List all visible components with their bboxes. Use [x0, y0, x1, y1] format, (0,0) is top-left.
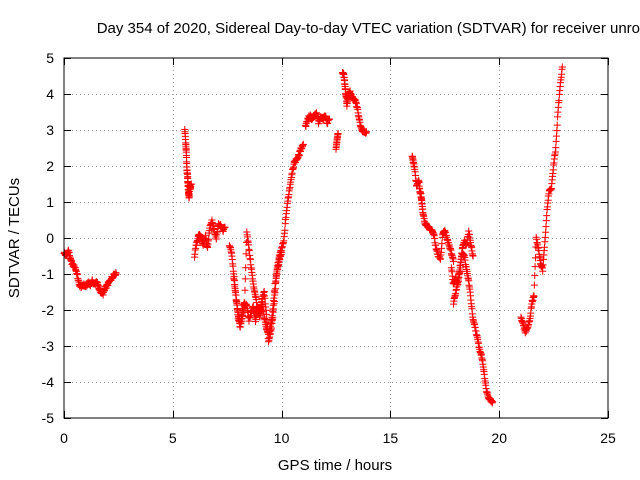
y-tick-label: 3	[46, 122, 54, 138]
y-tick-label: 1	[46, 194, 54, 210]
y-tick-label: -5	[42, 410, 55, 426]
data-point	[205, 235, 213, 243]
data-point	[469, 252, 477, 260]
data-point	[362, 128, 370, 136]
data-point	[270, 294, 278, 302]
y-tick-label: 2	[46, 158, 54, 174]
data-point	[187, 180, 195, 188]
data-point	[531, 263, 539, 271]
x-tick-label: 0	[60, 430, 68, 446]
y-tick-label: -4	[42, 374, 55, 390]
y-tick-label: -2	[42, 302, 55, 318]
x-axis-label: GPS time / hours	[278, 457, 392, 474]
data-point	[271, 286, 279, 294]
x-tick-label: 5	[169, 430, 177, 446]
data-point	[530, 281, 538, 289]
data-point	[456, 264, 464, 272]
grid-layer	[64, 58, 608, 418]
x-tick-label: 15	[383, 430, 399, 446]
data-point	[558, 63, 566, 71]
data-point	[530, 293, 538, 301]
data-point	[542, 223, 550, 231]
ticks-layer: 0 5 10 15 20 25 -5 -4 -3 -2 -1 0 1 2 3 4 5	[42, 50, 616, 446]
data-point	[299, 140, 307, 148]
data-point	[555, 97, 563, 105]
data-points-layer	[60, 63, 566, 407]
x-tick-label: 10	[274, 430, 290, 446]
data-point	[241, 275, 249, 283]
y-tick-label: -3	[42, 338, 55, 354]
data-point	[553, 121, 561, 129]
y-axis-label: SDTVAR / TECUs	[6, 178, 23, 298]
data-point	[334, 130, 342, 138]
data-point	[242, 250, 250, 258]
y-tick-label: 0	[46, 230, 54, 246]
data-point	[241, 286, 249, 294]
data-point	[278, 248, 286, 256]
data-point	[450, 257, 458, 265]
data-point	[221, 223, 229, 231]
y-tick-label: 4	[46, 86, 54, 102]
data-point	[438, 240, 446, 248]
data-point	[325, 115, 333, 123]
data-point	[112, 270, 120, 278]
x-tick-label: 25	[600, 430, 616, 446]
data-point	[281, 226, 289, 234]
data-point	[543, 212, 551, 220]
chart-title: Day 354 of 2020, Sidereal Day-to-day VTE…	[97, 20, 640, 37]
y-tick-label: -1	[42, 266, 55, 282]
data-point	[552, 144, 560, 152]
data-point	[489, 398, 497, 406]
data-point	[539, 267, 547, 275]
data-point	[531, 272, 539, 280]
y-tick-label: 5	[46, 50, 54, 66]
x-tick-label: 20	[491, 430, 507, 446]
